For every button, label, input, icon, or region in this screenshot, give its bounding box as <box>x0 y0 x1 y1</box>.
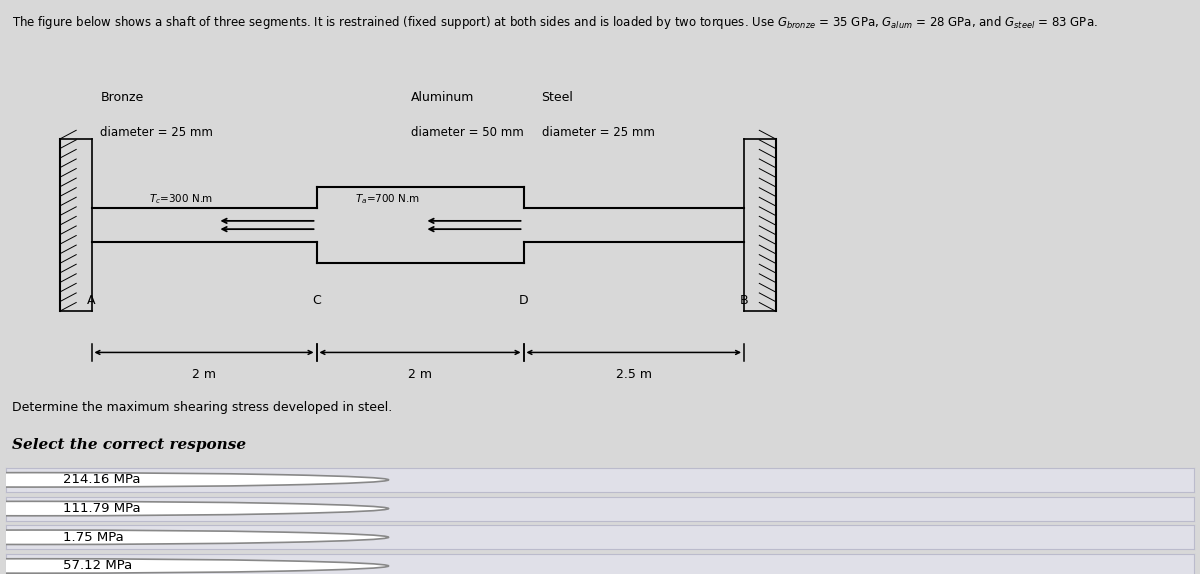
Text: 2 m: 2 m <box>408 368 432 381</box>
Text: 2.5 m: 2.5 m <box>616 368 652 381</box>
Text: $T_c$=300 N.m: $T_c$=300 N.m <box>149 192 214 206</box>
Circle shape <box>0 559 389 573</box>
Text: D: D <box>518 294 528 307</box>
Text: 1.75 MPa: 1.75 MPa <box>64 531 124 544</box>
Text: C: C <box>312 294 320 307</box>
Text: diameter = 25 mm: diameter = 25 mm <box>541 126 654 139</box>
Text: 57.12 MPa: 57.12 MPa <box>64 560 132 572</box>
Text: Determine the maximum shearing stress developed in steel.: Determine the maximum shearing stress de… <box>12 401 392 414</box>
Circle shape <box>0 501 389 516</box>
Text: 2 m: 2 m <box>192 368 216 381</box>
Text: Bronze: Bronze <box>101 91 144 104</box>
Text: Aluminum: Aluminum <box>410 91 474 104</box>
Text: diameter = 50 mm: diameter = 50 mm <box>410 126 523 139</box>
Circle shape <box>0 472 389 487</box>
Text: The figure below shows a shaft of three segments. It is restrained (fixed suppor: The figure below shows a shaft of three … <box>12 14 1098 32</box>
Circle shape <box>0 530 389 545</box>
Text: diameter = 25 mm: diameter = 25 mm <box>101 126 214 139</box>
Text: Select the correct response: Select the correct response <box>12 439 246 452</box>
Text: 214.16 MPa: 214.16 MPa <box>64 474 140 486</box>
Text: $T_a$=700 N.m: $T_a$=700 N.m <box>355 192 420 206</box>
Text: Steel: Steel <box>541 91 574 104</box>
Text: 111.79 MPa: 111.79 MPa <box>64 502 140 515</box>
Text: A: A <box>88 294 96 307</box>
Text: B: B <box>739 294 749 307</box>
